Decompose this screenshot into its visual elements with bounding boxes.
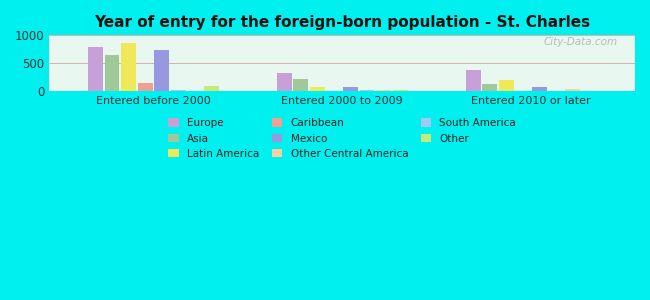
Bar xyxy=(203,86,218,91)
Bar xyxy=(88,47,103,91)
Bar xyxy=(393,90,408,91)
Bar xyxy=(294,79,308,91)
Bar xyxy=(565,89,580,91)
Bar xyxy=(499,80,514,91)
Bar xyxy=(376,90,391,91)
Bar xyxy=(154,50,169,91)
Bar xyxy=(105,56,120,91)
Bar xyxy=(466,70,481,91)
Bar xyxy=(359,90,374,91)
Bar xyxy=(532,88,547,91)
Bar xyxy=(482,84,497,91)
Bar xyxy=(171,90,186,91)
Title: Year of entry for the foreign-born population - St. Charles: Year of entry for the foreign-born popul… xyxy=(94,15,590,30)
Bar xyxy=(121,43,136,91)
Bar xyxy=(138,83,153,91)
Legend: Europe, Asia, Latin America, Caribbean, Mexico, Other Central America, South Ame: Europe, Asia, Latin America, Caribbean, … xyxy=(164,114,521,163)
Bar xyxy=(277,73,292,91)
Bar xyxy=(310,87,325,91)
Bar xyxy=(343,87,358,91)
Text: City-Data.com: City-Data.com xyxy=(543,37,618,47)
